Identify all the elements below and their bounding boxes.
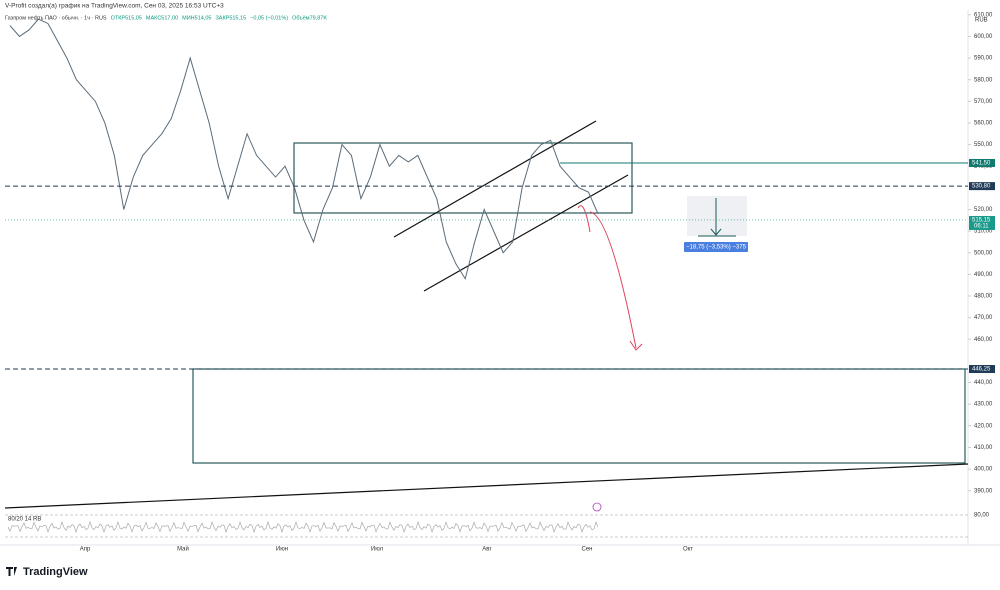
- y-tick-label: 580,00: [974, 77, 993, 83]
- price-label-bg: [969, 215, 995, 230]
- y-tick-label: 400,00: [974, 467, 993, 473]
- x-tick-label: Май: [177, 546, 189, 553]
- legend: Газпром нефть ПАО · обычн. · 1ч · RUS ОТК…: [5, 15, 327, 21]
- rsi-level: 80,00: [974, 513, 990, 519]
- y-tick-label: 610,00: [974, 12, 993, 18]
- x-tick-label: Сен: [582, 547, 593, 553]
- y-tick-label: 480,00: [974, 294, 993, 300]
- legend-item: МИН514,05: [182, 15, 211, 21]
- forecast-arrow: [577, 205, 643, 351]
- price-label: 446,25: [972, 367, 991, 373]
- rsi-title: 80/20 14 RB: [8, 517, 41, 523]
- y-tick-label: 590,00: [974, 56, 993, 62]
- x-tick-label: Авг: [482, 547, 492, 553]
- y-tick-label: 560,00: [974, 121, 993, 127]
- price-label-bg: [969, 158, 995, 167]
- y-tick-label: 390,00: [974, 488, 993, 494]
- measure-label: −18,75 (−3,53%) −375: [686, 245, 747, 251]
- range-box: [293, 142, 633, 214]
- y-tick-label: 550,00: [974, 142, 993, 148]
- legend-item: −0,05 (−0,01%): [250, 15, 288, 21]
- x-tick-label: Июн: [276, 547, 288, 553]
- logo-icon: [6, 567, 17, 576]
- logo: TradingView: [23, 566, 88, 578]
- trend-line: [4, 463, 969, 509]
- y-tick-label: 500,00: [974, 250, 993, 256]
- y-tick-label: 430,00: [974, 402, 993, 408]
- measure-box: [687, 196, 747, 236]
- price-label: 541,50: [972, 161, 991, 167]
- legend-item: Объём79,87K: [292, 15, 327, 21]
- legend-item: Газпром нефть ПАО · обычн. · 1ч · RUS: [5, 15, 107, 21]
- y-tick-label: 570,00: [974, 99, 993, 105]
- x-tick-label: Июл: [371, 547, 384, 553]
- y-tick-label: 460,00: [974, 337, 993, 343]
- y-tick-label: 410,00: [974, 445, 993, 451]
- price-label: 515,15: [972, 218, 991, 224]
- channel-top: [393, 120, 597, 238]
- channel-bottom: [423, 174, 629, 292]
- legend-item: ОТКР515,05: [111, 15, 142, 21]
- rsi-line: [7, 520, 599, 534]
- legend-item: ЗАКР515,15: [215, 15, 246, 21]
- legend-item: МАКС517,00: [146, 15, 178, 21]
- countdown: 06:11: [974, 224, 989, 230]
- y-tick-label: 510,00: [974, 229, 993, 235]
- y-tick-label: 600,00: [974, 34, 993, 40]
- y-tick-label: 440,00: [974, 380, 993, 386]
- price-line: [9, 18, 599, 280]
- watermark: V-Profit создал(а) график на TradingView…: [5, 3, 224, 10]
- target-box: [192, 368, 966, 464]
- event-icon: [592, 502, 602, 512]
- price-label-bg: [969, 365, 995, 374]
- y-tick-label: 520,00: [974, 207, 993, 213]
- measure-label-bg: [684, 242, 748, 252]
- x-tick-label: Апр: [80, 547, 91, 553]
- price-label-bg: [969, 182, 995, 191]
- y-tick-label: 420,00: [974, 423, 993, 429]
- y-tick-label: 490,00: [974, 272, 993, 278]
- currency: RUB: [975, 18, 988, 24]
- x-tick-label: Окт: [683, 547, 693, 553]
- price-label: 530,80: [972, 184, 991, 190]
- y-tick-label: 470,00: [974, 315, 993, 321]
- measure-arrow: [698, 198, 736, 237]
